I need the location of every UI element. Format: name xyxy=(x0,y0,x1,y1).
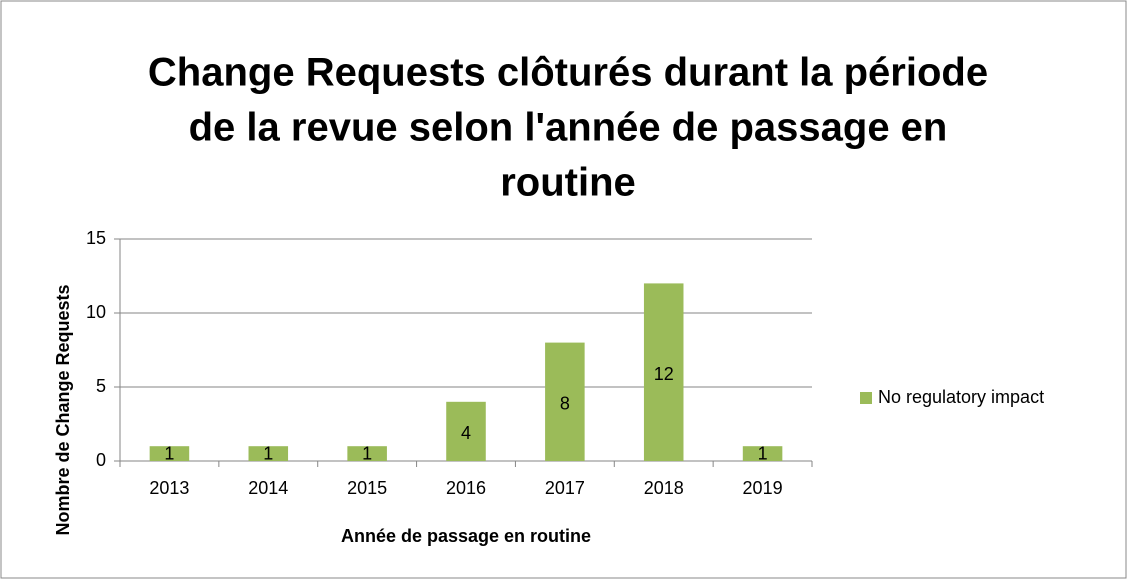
x-tick-label: 2018 xyxy=(644,478,684,498)
x-tick-label: 2014 xyxy=(248,478,288,498)
chart-title: de la revue selon l'année de passage en xyxy=(189,106,948,150)
x-tick-label: 2015 xyxy=(347,478,387,498)
bar xyxy=(347,446,387,461)
x-tick-label: 2017 xyxy=(545,478,585,498)
y-axis-label: Nombre de Change Requests xyxy=(53,284,73,535)
chart-title: Change Requests clôturés durant la pério… xyxy=(148,51,988,95)
data-label: 4 xyxy=(461,423,471,443)
y-tick-label: 0 xyxy=(96,450,106,470)
x-axis-label: Année de passage en routine xyxy=(341,526,591,546)
x-tick-label: 2016 xyxy=(446,478,486,498)
y-tick-label: 5 xyxy=(96,376,106,396)
data-label: 1 xyxy=(758,443,768,463)
data-label: 8 xyxy=(560,394,570,414)
data-label: 1 xyxy=(362,443,372,463)
bar xyxy=(149,446,190,461)
y-tick-label: 10 xyxy=(86,302,106,322)
data-label: 1 xyxy=(164,443,174,463)
bar xyxy=(742,446,783,461)
data-label: 12 xyxy=(654,364,674,384)
x-tick-label: 2019 xyxy=(743,478,783,498)
legend-swatch xyxy=(860,392,872,404)
y-tick-label: 15 xyxy=(86,228,106,248)
chart-title: routine xyxy=(500,161,636,205)
bar xyxy=(248,446,289,461)
bar xyxy=(643,283,684,461)
bar xyxy=(545,342,585,461)
bar xyxy=(446,401,486,461)
data-label: 1 xyxy=(263,443,273,463)
legend-label: No regulatory impact xyxy=(878,387,1044,407)
x-tick-label: 2013 xyxy=(149,478,189,498)
